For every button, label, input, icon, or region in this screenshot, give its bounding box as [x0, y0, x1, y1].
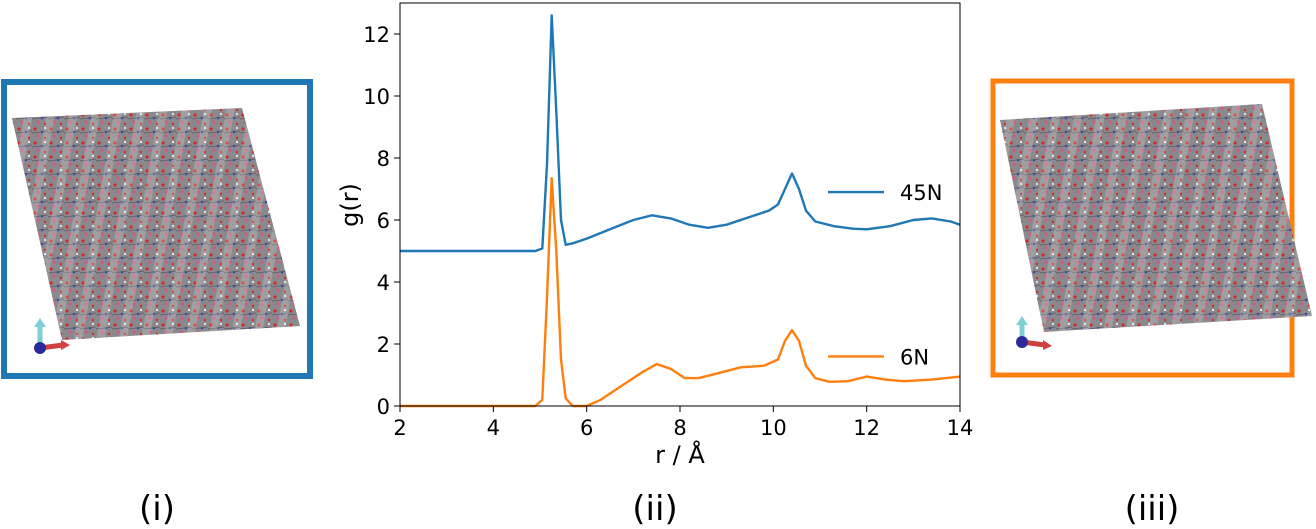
panel-label-ii: (ii)	[632, 489, 677, 529]
right-panel-frame	[990, 78, 1295, 378]
left-panel-frame	[1, 79, 313, 379]
y-tick-label: 2	[377, 333, 390, 357]
x-tick-label: 10	[760, 416, 787, 440]
series-layer	[400, 14, 961, 408]
left-crystal-image	[12, 108, 300, 340]
legend: 45N 6N	[828, 181, 942, 369]
x-tick-label: 14	[947, 416, 974, 440]
x-tick-label: 4	[487, 416, 500, 440]
panel-label-iii: (iii)	[1125, 489, 1180, 529]
x-tick-label: 6	[580, 416, 593, 440]
y-tick-label: 0	[377, 395, 390, 419]
y-tick-label: 10	[363, 85, 390, 109]
y-tick-label: 8	[377, 147, 390, 171]
plot-frame	[399, 2, 961, 407]
left-axes-icon	[34, 318, 70, 354]
y-tick-label: 6	[377, 209, 390, 233]
y-tick-label: 12	[363, 23, 390, 47]
series-line-6N	[400, 177, 961, 408]
x-tick-label: 8	[673, 416, 686, 440]
panel-label-i: (i)	[139, 489, 175, 529]
x-tick-label: 12	[853, 416, 880, 440]
legend-label-6N: 6N	[900, 345, 929, 369]
y-tick-label: 4	[377, 271, 390, 295]
x-axis-label: r / Å	[655, 440, 705, 469]
right-crystal-image	[1000, 104, 1312, 332]
left-structure-panel	[1, 79, 313, 379]
right-axes-icon	[1016, 316, 1052, 350]
y-axis-label: g(r)	[336, 183, 364, 227]
series-line-45N	[400, 14, 961, 253]
right-structure-panel	[990, 78, 1312, 378]
x-tick-label: 2	[393, 416, 406, 440]
legend-label-45N: 45N	[900, 181, 942, 205]
